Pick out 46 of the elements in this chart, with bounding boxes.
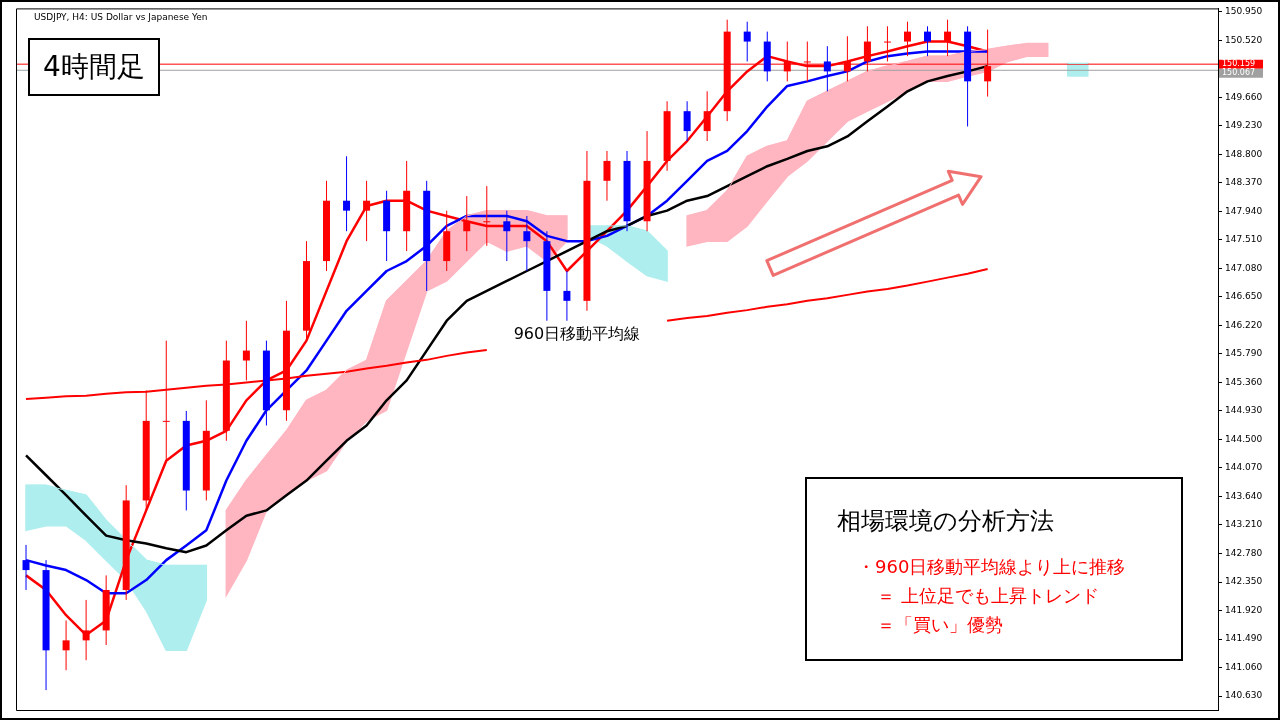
candlestick (743, 21, 751, 62)
series-label: 960日移動平均線 (513, 324, 641, 344)
annotation: ＝ 上位足でも上昇トレンド (877, 584, 1099, 608)
candlestick (703, 90, 711, 142)
y-tick-label: 147.080 (1225, 262, 1263, 273)
y-tick-label: 141.060 (1225, 661, 1263, 672)
y-tick-label: 140.630 (1225, 690, 1263, 701)
y-tick-label: 145.790 (1225, 348, 1263, 359)
y-tick-label: 148.800 (1225, 148, 1263, 159)
annotation: ・960日移動平均線より上に推移 (857, 555, 1126, 579)
chart-title: USDJPY, H4: US Dollar vs Japanese Yen (34, 12, 208, 22)
y-tick-label: 147.940 (1225, 205, 1263, 216)
ref-line-label: 150.067 (1222, 68, 1256, 78)
y-tick-label: 150.950 (1225, 6, 1263, 17)
candlestick (603, 150, 611, 202)
y-tick-label: 149.230 (1225, 120, 1263, 131)
y-tick-label: 143.640 (1225, 490, 1263, 501)
candlestick (563, 270, 571, 322)
y-tick-label: 143.210 (1225, 519, 1263, 530)
y-tick-label: 142.780 (1225, 547, 1263, 558)
candlestick (62, 619, 70, 671)
candlestick (523, 215, 531, 272)
y-tick-label: 150.520 (1225, 34, 1263, 45)
candlestick (242, 320, 250, 381)
y-tick-label: 145.360 (1225, 376, 1263, 387)
candlestick (683, 100, 691, 142)
y-tick-label: 148.370 (1225, 177, 1263, 188)
y-tick-label: 146.650 (1225, 291, 1263, 302)
y-tick-label: 141.920 (1225, 604, 1263, 615)
y-tick-label: 147.510 (1225, 234, 1263, 245)
y-tick-label: 142.350 (1225, 576, 1263, 587)
candlestick (503, 210, 511, 262)
candlestick (363, 180, 371, 242)
label-box: 4時間足 (28, 38, 160, 96)
annotation: 相場環境の分析方法 (837, 506, 1054, 537)
y-tick-label: 144.070 (1225, 462, 1263, 473)
y-tick-label: 144.930 (1225, 405, 1263, 416)
candlestick (463, 195, 471, 252)
ref-line-label: 150.159 (1222, 59, 1256, 69)
y-tick-label: 141.490 (1225, 633, 1263, 644)
annotation: ＝「買い」優勢 (877, 613, 1003, 637)
candlestick (483, 185, 491, 247)
y-tick-label: 146.220 (1225, 319, 1263, 330)
candlestick (343, 155, 351, 232)
y-tick-label: 149.660 (1225, 91, 1263, 102)
y-tick-label: 144.500 (1225, 433, 1263, 444)
